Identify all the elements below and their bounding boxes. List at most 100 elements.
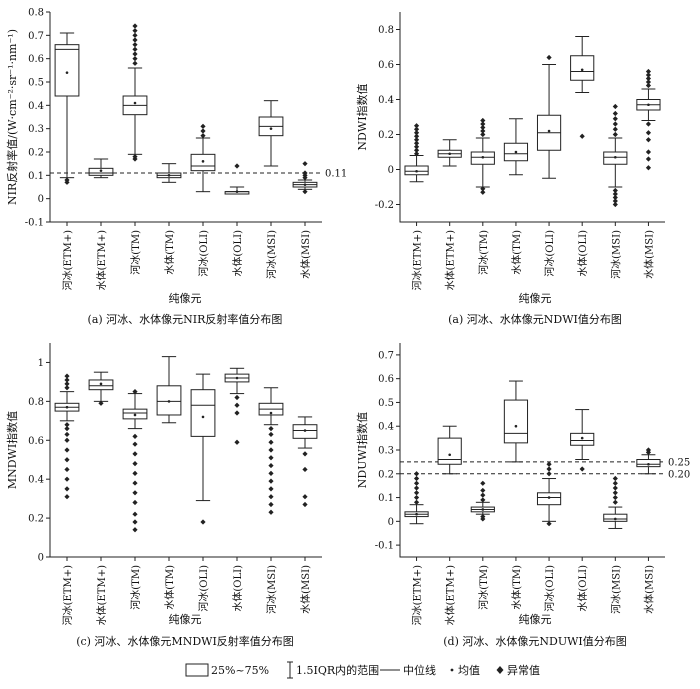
- iqr-box: [437, 437, 462, 465]
- outlier-point: [645, 447, 652, 453]
- outlier-point: [413, 126, 420, 132]
- outlier-point: [413, 133, 420, 139]
- mean-dot: [514, 150, 518, 154]
- outlier-point: [413, 144, 420, 150]
- y-tick-label: 0.5: [378, 398, 394, 409]
- box-3: [470, 480, 495, 522]
- x-tick-label: 水体(ETM+): [96, 230, 108, 290]
- outlier-point: [413, 140, 420, 146]
- y-tick-label: 0.7: [378, 350, 394, 361]
- box-8: [292, 416, 318, 508]
- panel-caption: (d) 河冰、水体像元NDUWI值分布图: [443, 634, 627, 648]
- mean-dot: [201, 415, 205, 419]
- outlier-point: [64, 457, 70, 463]
- box-8: [636, 447, 661, 475]
- x-tick-label: 河冰(ETM+): [411, 565, 424, 625]
- outlier-point: [612, 480, 618, 486]
- outlier-point: [413, 137, 420, 143]
- outlier-point: [64, 486, 70, 492]
- x-tick-label: 水体(ETM+): [445, 565, 457, 625]
- x-tick-label: 水体(MSI): [300, 230, 312, 279]
- outlier-point: [612, 126, 618, 132]
- mean-dot: [647, 462, 650, 466]
- legend-whisker-label: 1.5IQR内的范围: [296, 663, 379, 677]
- mean-dot: [547, 496, 551, 499]
- y-tick-label: 0.2: [28, 148, 44, 159]
- outlier-point: [302, 451, 308, 457]
- axis-frame: [399, 12, 665, 223]
- outlier-point: [302, 501, 308, 508]
- outlier-point: [612, 194, 618, 201]
- outlier-point: [546, 54, 552, 61]
- outlier-point: [64, 426, 70, 432]
- outlier-point: [612, 490, 618, 496]
- iqr-box: [570, 55, 595, 81]
- outlier-point: [268, 439, 274, 445]
- outlier-point: [413, 123, 420, 129]
- panel-caption: (c) 河冰、水体像元MNDWI反射率值分布图: [76, 634, 294, 648]
- box-1: [54, 32, 80, 185]
- outlier-point: [64, 476, 70, 482]
- x-tick-label: 河冰(ETM+): [411, 230, 424, 290]
- box-4: [503, 118, 529, 176]
- outlier-point: [645, 156, 652, 162]
- outlier-point: [132, 461, 138, 467]
- mean-dot: [99, 382, 103, 386]
- x-tick-label: 水体(OLI): [232, 230, 244, 277]
- outlier-point: [234, 410, 240, 416]
- y-tick-label: -0.1: [375, 541, 394, 552]
- x-tick-label: 水体(TM): [511, 565, 523, 610]
- outlier-point: [302, 189, 308, 195]
- y-tick-label: 0.2: [28, 514, 44, 525]
- legend: 25%~75% 1.5IQR内的范围 中位线 均值 异常值: [185, 661, 540, 679]
- outlier-point: [645, 130, 652, 136]
- box-6: [224, 163, 250, 195]
- y-tick-label: 0.6: [28, 54, 44, 65]
- legend-box-label: 25%~75%: [211, 664, 269, 677]
- outlier-point: [546, 521, 552, 527]
- y-tick-label: 0.4: [28, 101, 44, 112]
- outlier-point: [268, 494, 274, 500]
- y-tick-label: -0.2: [375, 200, 394, 211]
- outlier-point: [132, 389, 138, 395]
- outlier-point: [612, 131, 618, 138]
- outlier-point: [413, 151, 420, 157]
- y-axis-label: NDWI指数值: [355, 83, 369, 150]
- outlier-point: [645, 75, 652, 82]
- box-5: [190, 373, 216, 525]
- outlier-point: [413, 490, 420, 496]
- outlier-point: [480, 128, 486, 134]
- y-tick-label: 1: [38, 358, 44, 369]
- mean-dot: [580, 68, 584, 72]
- box-7: [603, 103, 628, 208]
- x-tick-label: 水体(ETM+): [445, 230, 457, 290]
- outlier-point: [413, 480, 420, 486]
- outlier-point: [268, 486, 274, 492]
- x-tick-label: 水体(TM): [164, 565, 176, 610]
- mean-dot: [235, 376, 239, 380]
- outlier-point: [302, 170, 308, 176]
- x-axis-label: 纯像元: [169, 292, 202, 305]
- outlier-point: [200, 128, 206, 134]
- outlier-point: [612, 110, 618, 117]
- box-3: [122, 23, 148, 162]
- x-tick-label: 河冰(OLI): [197, 565, 210, 612]
- outlier-point: [132, 60, 138, 66]
- box-1: [404, 471, 429, 525]
- x-tick-label: 河冰(MSI): [609, 230, 622, 279]
- y-tick-label: 0.5: [28, 78, 44, 89]
- y-tick-label: 0.4: [28, 475, 44, 486]
- y-tick-label: 0.4: [378, 95, 394, 106]
- outlier-point: [612, 485, 618, 491]
- outlier-point: [413, 499, 420, 505]
- outlier-point: [480, 189, 486, 195]
- y-tick-label: 0.4: [378, 422, 394, 433]
- outlier-point: [645, 68, 652, 75]
- box-8: [636, 68, 661, 171]
- box-1: [404, 123, 429, 183]
- x-tick-label: 水体(OLI): [577, 230, 589, 277]
- x-tick-label: 河冰(MSI): [265, 565, 278, 614]
- mean-dot: [65, 405, 69, 409]
- y-tick-label: 0.7: [28, 31, 44, 42]
